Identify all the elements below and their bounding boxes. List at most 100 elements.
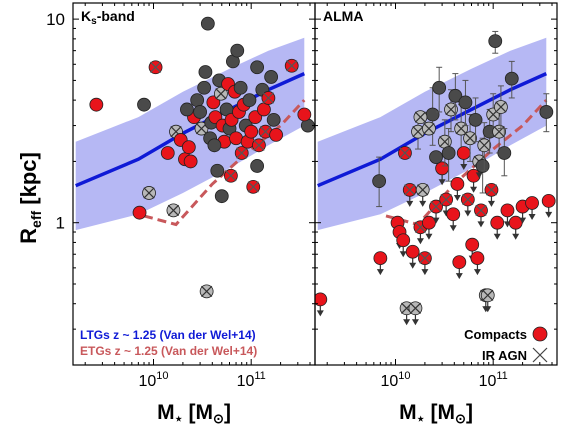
galaxy-point xyxy=(233,80,248,95)
ir-agn-cross xyxy=(478,139,490,151)
legend-text: LTGs z ~ 1.25 (Van der Wel+14) xyxy=(80,328,256,342)
ir-agn-cross xyxy=(201,285,213,297)
x-tick-label: 1011 xyxy=(479,370,508,390)
compact-point xyxy=(429,199,443,224)
galaxy-point xyxy=(458,79,473,127)
compact-point xyxy=(229,131,243,146)
upper-limit-arrow xyxy=(487,200,495,207)
y-axis-title-unit: [kpc] xyxy=(16,152,41,211)
ir-agn-cross xyxy=(464,132,476,144)
compact-point xyxy=(490,215,505,240)
marker-circle xyxy=(214,189,229,204)
galaxy-point xyxy=(266,112,281,127)
panel-ks-band: 1010 1011 1 10 Ks-band LTGs z ~ 1.25 (Van der… xyxy=(46,2,316,390)
compact-point xyxy=(422,215,436,240)
x-axis-title-left: M⋆ [M⊙] xyxy=(157,401,231,426)
galaxy-point xyxy=(429,150,443,165)
marker-circle xyxy=(181,140,196,155)
marker-circle xyxy=(233,80,248,95)
marker-circle xyxy=(180,102,194,117)
compact-point xyxy=(470,251,485,276)
marker-circle xyxy=(137,97,151,112)
compact-point xyxy=(224,168,238,183)
marker-circle xyxy=(269,127,284,142)
marker-circle xyxy=(266,112,281,127)
galaxy-point xyxy=(468,97,483,143)
y-tick-label: 1 xyxy=(56,214,65,233)
x-tick-label: 1011 xyxy=(237,370,266,390)
ir-agn-cross xyxy=(409,302,422,314)
galaxy-point xyxy=(137,97,151,112)
upper-limit-arrow xyxy=(425,233,433,240)
galaxy-point xyxy=(250,159,265,173)
ir-agn-point xyxy=(166,203,181,218)
ir-agn-point xyxy=(214,86,228,101)
compact-point xyxy=(460,192,475,217)
galaxy-point xyxy=(264,70,279,84)
marker-circle xyxy=(197,80,212,95)
ir-agn-cross xyxy=(462,193,474,206)
ir-agn-cross xyxy=(414,111,427,123)
marker-circle xyxy=(242,93,257,108)
compact-point xyxy=(417,251,432,276)
marker-circle xyxy=(539,105,554,119)
marker-circle xyxy=(500,203,515,218)
legend-text: Compacts xyxy=(464,327,527,342)
ir-agn-cross xyxy=(262,92,275,104)
ir-agn-point xyxy=(142,186,156,200)
marker-circle xyxy=(132,205,147,220)
upper-limit-arrow xyxy=(473,269,481,276)
compact-point xyxy=(160,146,175,160)
galaxy-point xyxy=(242,93,257,108)
upper-limit-arrow xyxy=(545,211,553,218)
ir-agn-cross xyxy=(167,204,180,216)
upper-limit-arrow xyxy=(464,210,472,217)
marker-circle xyxy=(210,163,225,178)
compact-point xyxy=(396,233,411,258)
upper-limit-arrow xyxy=(512,233,520,240)
marker-circle xyxy=(441,146,456,160)
marker-circle xyxy=(230,43,245,58)
galaxy-point xyxy=(180,102,194,117)
galaxy-point xyxy=(200,16,215,31)
y-tick-label: 10 xyxy=(46,10,65,29)
upper-limit-arrow xyxy=(470,186,478,193)
x-tick-label: 1010 xyxy=(138,370,168,390)
compact-point xyxy=(508,215,523,240)
marker-circle xyxy=(229,131,243,146)
marker-circle xyxy=(244,124,259,139)
ir-agn-point xyxy=(199,284,214,299)
marker-circle xyxy=(446,207,461,222)
galaxy-point xyxy=(488,30,503,54)
marker-circle xyxy=(504,71,519,86)
marker-circle xyxy=(248,110,263,125)
marker-circle xyxy=(250,60,265,75)
panel-label: Ks-band xyxy=(81,8,135,27)
compact-point xyxy=(244,124,259,139)
compact-point xyxy=(515,199,530,224)
plot-area xyxy=(75,16,315,299)
marker-circle xyxy=(405,244,420,259)
upper-limit-arrow xyxy=(475,172,483,179)
marker-circle xyxy=(468,112,483,127)
plot-area xyxy=(315,30,556,326)
panel-label: ALMA xyxy=(323,8,363,24)
compact-point xyxy=(315,292,328,317)
panel-alma: 1010 1011 ALMA Compacts IR AGN xyxy=(314,2,558,390)
ir-agn-cross xyxy=(423,122,435,135)
marker-circle xyxy=(198,65,213,79)
ir-agn-cross xyxy=(417,184,429,196)
galaxy-point xyxy=(504,60,519,99)
x-tick-label: 1010 xyxy=(380,370,410,390)
marker-circle xyxy=(200,16,215,31)
compact-point xyxy=(484,182,499,207)
marker-circle xyxy=(456,146,471,160)
x-axis-title-sub: ⋆ xyxy=(417,411,425,426)
galaxy-point xyxy=(497,128,512,177)
marker-circle xyxy=(89,97,104,112)
compact-point xyxy=(269,127,284,142)
marker-circle xyxy=(432,80,447,95)
ir-agn-point xyxy=(444,89,458,133)
ir-agn-cross xyxy=(286,60,298,72)
upper-limit-arrow xyxy=(484,306,492,313)
